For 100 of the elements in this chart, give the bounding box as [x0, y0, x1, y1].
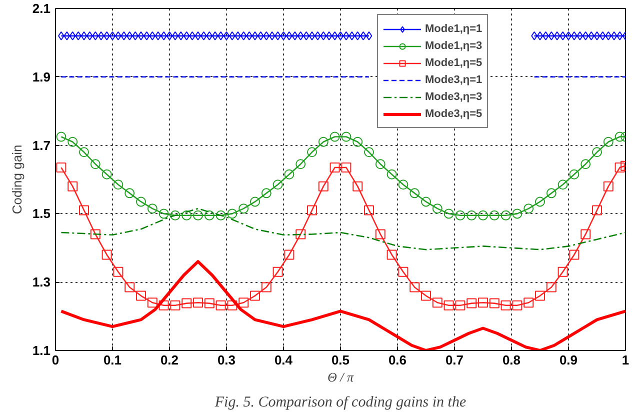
- point: [546, 282, 556, 292]
- point: [90, 159, 100, 170]
- x-tick-label: 0: [52, 352, 60, 368]
- point: [432, 204, 442, 214]
- x-tick-label: 0.7: [445, 352, 464, 368]
- point: [524, 204, 534, 214]
- point: [318, 136, 328, 147]
- point: [307, 147, 317, 158]
- point: [136, 196, 146, 207]
- point: [182, 298, 192, 308]
- x-tick-label: 0.5: [331, 352, 350, 368]
- point: [158, 300, 169, 310]
- point: [307, 205, 317, 216]
- caption: Fig. 5. Comparison of coding gains in the: [214, 394, 466, 410]
- line-series: [60, 260, 626, 350]
- y-tick-label: 2.1: [32, 1, 51, 16]
- point: [386, 250, 397, 260]
- y-tick-label: 1.1: [32, 343, 51, 358]
- point: [455, 300, 466, 310]
- point: [296, 159, 306, 170]
- point: [558, 266, 568, 277]
- point: [216, 210, 226, 220]
- point: [170, 210, 180, 220]
- point: [330, 162, 340, 173]
- point: [386, 169, 397, 180]
- point: [182, 210, 192, 220]
- point: [272, 266, 283, 277]
- point: [580, 159, 591, 170]
- series-label: Mode3,η=1: [425, 72, 482, 88]
- point: [193, 210, 203, 220]
- point: [296, 229, 306, 240]
- legend-label: Mode1,η=5: [425, 56, 482, 70]
- point: [261, 188, 272, 198]
- point: [364, 147, 374, 158]
- y-tick-label: 1.9: [32, 69, 51, 84]
- point: [421, 196, 431, 207]
- point: [466, 298, 477, 308]
- point: [512, 300, 522, 310]
- point: [56, 132, 66, 142]
- point: [421, 290, 431, 301]
- point: [466, 210, 477, 220]
- point: [535, 290, 545, 301]
- x-tick-label: 1: [622, 352, 630, 368]
- point: [580, 229, 591, 240]
- point: [410, 188, 420, 198]
- point: [478, 210, 488, 220]
- point: [352, 136, 363, 147]
- point: [546, 188, 556, 198]
- point: [204, 210, 214, 220]
- point: [330, 132, 340, 142]
- point: [444, 300, 454, 310]
- point: [238, 298, 249, 308]
- point: [227, 208, 238, 219]
- point: [284, 250, 294, 260]
- point: [79, 205, 89, 216]
- point: [124, 282, 135, 292]
- point: [500, 300, 511, 310]
- point: [102, 250, 112, 260]
- legend-label: Mode3,η=3: [425, 90, 482, 104]
- point: [102, 169, 112, 180]
- point: [569, 250, 580, 260]
- point: [124, 188, 135, 198]
- point: [113, 266, 124, 277]
- y-tick-label: 1.5: [32, 206, 51, 222]
- point: [500, 210, 511, 220]
- point: [444, 208, 454, 219]
- point: [193, 298, 203, 308]
- x-axis-title: Θ / π: [327, 370, 354, 384]
- point: [341, 132, 352, 142]
- point: [410, 282, 420, 292]
- line-series: [60, 208, 626, 250]
- point: [352, 181, 363, 192]
- point: [375, 229, 386, 240]
- point: [158, 208, 169, 219]
- point: [489, 298, 500, 308]
- point: [432, 298, 442, 308]
- point: [136, 290, 146, 301]
- point: [364, 205, 374, 216]
- point: [68, 136, 78, 147]
- point: [90, 229, 100, 240]
- point: [489, 210, 500, 220]
- x-tick-label: 0.8: [502, 352, 521, 368]
- point: [603, 181, 614, 192]
- legend-label: Mode1,η=3: [425, 38, 482, 54]
- point: [147, 298, 158, 308]
- point: [569, 169, 580, 180]
- x-tick-label: 0.9: [559, 352, 578, 368]
- point: [375, 159, 386, 170]
- point: [272, 180, 283, 190]
- point: [592, 147, 602, 158]
- point: [261, 282, 272, 292]
- point: [284, 169, 294, 180]
- y-tick-label: 1.3: [32, 274, 51, 290]
- point: [603, 136, 614, 147]
- y-tick-label: 1.7: [32, 138, 51, 153]
- point: [250, 196, 260, 207]
- point: [250, 290, 260, 301]
- point: [535, 196, 545, 207]
- point: [558, 180, 568, 190]
- point: [512, 208, 522, 219]
